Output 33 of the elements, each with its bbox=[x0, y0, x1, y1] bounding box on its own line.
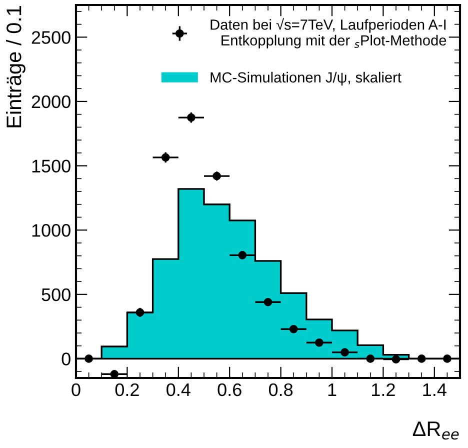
point bbox=[315, 338, 324, 347]
y-tick-label: 500 bbox=[42, 288, 70, 302]
point bbox=[417, 354, 426, 363]
point bbox=[238, 251, 247, 260]
point bbox=[443, 354, 452, 363]
x-tick-label: 0.8 bbox=[268, 383, 293, 396]
point bbox=[187, 113, 196, 122]
y-tick-label: 1000 bbox=[32, 224, 70, 237]
point bbox=[392, 355, 400, 364]
point bbox=[136, 308, 144, 317]
y-tick-label: 1500 bbox=[32, 160, 70, 172]
point bbox=[110, 370, 119, 378]
point bbox=[340, 348, 349, 356]
x-tick-label: 1.4 bbox=[423, 384, 446, 396]
x-tick-label: 1 bbox=[328, 384, 336, 396]
point bbox=[84, 354, 93, 363]
point bbox=[366, 354, 375, 363]
x-axis-title: ΔR$_{ee}$ bbox=[412, 422, 459, 440]
legend-label: MC-Simulationen J/ψ, skaliert bbox=[210, 72, 402, 86]
point bbox=[289, 324, 298, 334]
y-tick-label: 2500 bbox=[32, 31, 70, 44]
point bbox=[212, 172, 221, 180]
x-tick-label: 0.2 bbox=[115, 383, 139, 396]
x-tick-label: 0.4 bbox=[166, 383, 190, 396]
y-axis-title: Einträge / 0.1 bbox=[6, 6, 26, 128]
x-tick-label: 1.2 bbox=[372, 383, 395, 396]
x-tick-label: 0.6 bbox=[218, 383, 242, 396]
x-tick-label: 0 bbox=[72, 383, 80, 396]
y-tick-label: 0 bbox=[62, 352, 70, 366]
point bbox=[264, 298, 272, 306]
point bbox=[161, 153, 170, 162]
legend-label: Daten bei √s=7TeV, Laufperioden A-I Entkopplung mit der $_{s}$Plot-Methode bbox=[210, 18, 446, 48]
y-tick-label: 2000 bbox=[32, 95, 70, 108]
